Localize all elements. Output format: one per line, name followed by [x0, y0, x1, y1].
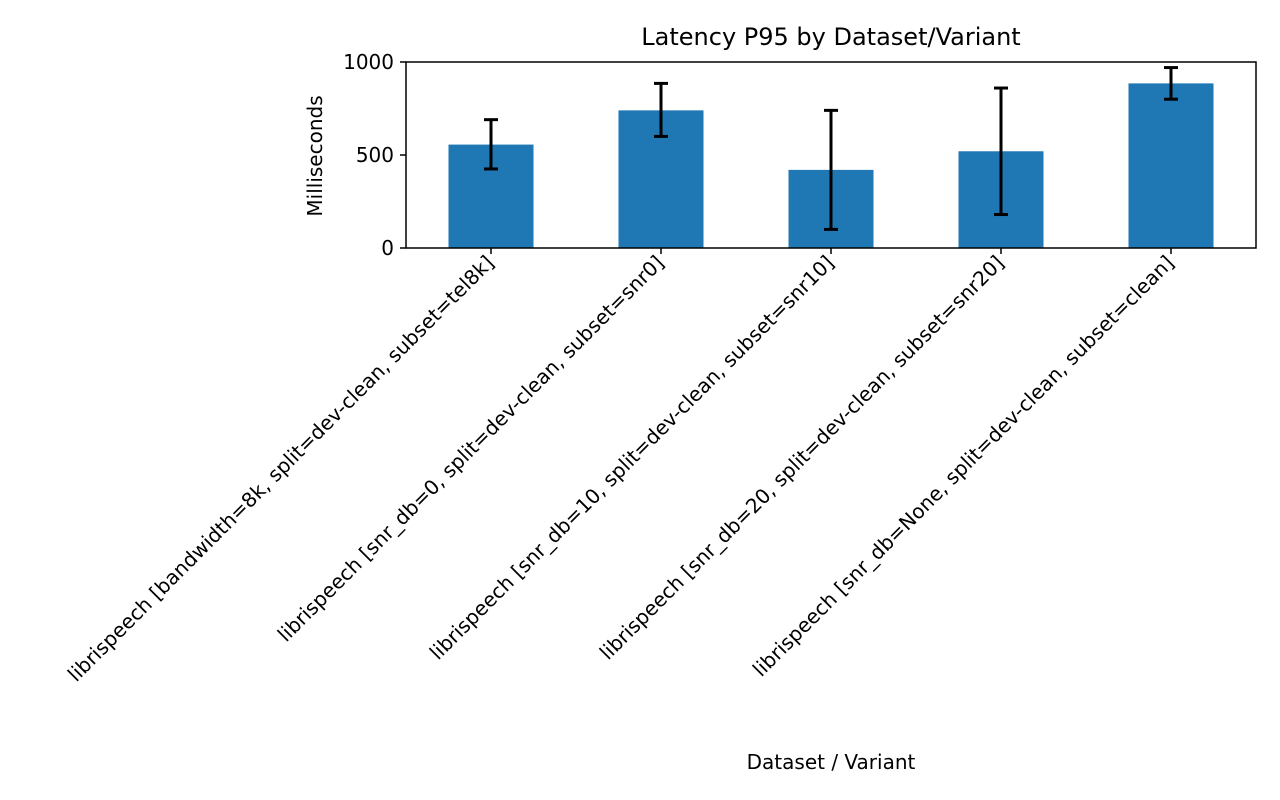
chart-title: Latency P95 by Dataset/Variant	[641, 23, 1020, 51]
bar-4	[1128, 83, 1214, 248]
x-axis-label: Dataset / Variant	[747, 750, 916, 774]
x-tick-label-1: librispeech [snr_db=0, split=dev-clean, …	[273, 251, 669, 647]
y-tick-label-1: 500	[356, 143, 394, 167]
y-tick-label-2: 1000	[343, 50, 394, 74]
y-tick-label-0: 0	[381, 236, 394, 260]
y-axis-label: Milliseconds	[303, 95, 327, 216]
x-tick-label-4: librispeech [snr_db=None, split=dev-clea…	[748, 251, 1179, 682]
x-tick-label-3: librispeech [snr_db=20, split=dev-clean,…	[595, 251, 1009, 665]
x-tick-label-2: librispeech [snr_db=10, split=dev-clean,…	[425, 251, 839, 665]
